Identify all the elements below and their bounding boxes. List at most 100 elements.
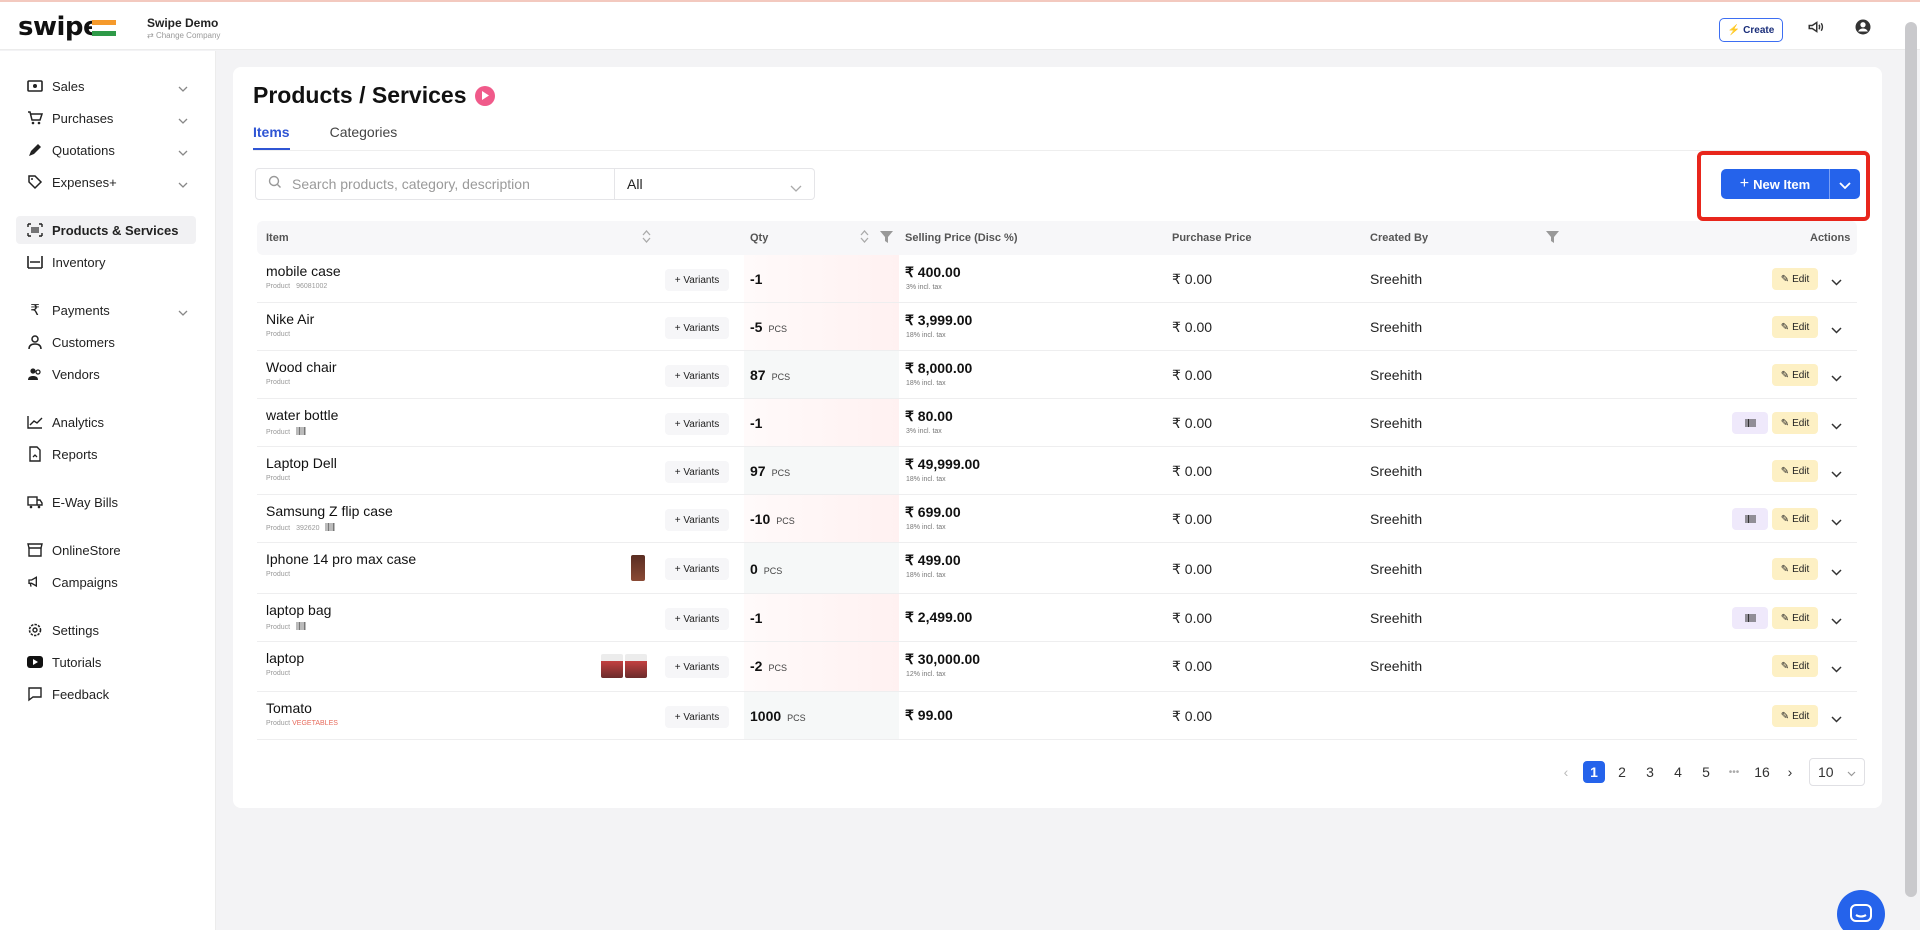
edit-button[interactable]: ✎ Edit (1772, 607, 1818, 629)
add-variants-button[interactable]: + Variants (665, 608, 729, 630)
edit-button[interactable]: ✎ Edit (1772, 508, 1818, 530)
profile-icon[interactable] (1852, 16, 1874, 38)
table-row[interactable]: Nike Air Product + Variants -5 PCS ₹ 3,99… (257, 303, 1857, 351)
page-4[interactable]: 4 (1674, 764, 1682, 780)
sidebar-item-sales[interactable]: Sales (16, 72, 196, 100)
add-variants-button[interactable]: + Variants (665, 558, 729, 580)
sidebar-item-eway-bills[interactable]: E-Way Bills (16, 488, 196, 516)
item-name[interactable]: Samsung Z flip case (266, 503, 393, 519)
barcode-button[interactable] (1732, 412, 1768, 434)
row-expand-chevron-icon[interactable] (1831, 513, 1842, 531)
page-last[interactable]: 16 (1754, 764, 1770, 780)
item-name[interactable]: water bottle (266, 407, 339, 423)
sidebar-item-feedback[interactable]: Feedback (16, 680, 196, 708)
table-row[interactable]: Samsung Z flip case Product 392620 + Vari… (257, 495, 1857, 543)
tab-categories[interactable]: Categories (329, 124, 398, 140)
edit-button[interactable]: ✎ Edit (1772, 705, 1818, 727)
header-created-by[interactable]: Created By (1370, 232, 1429, 244)
sidebar-item-purchases[interactable]: Purchases (16, 104, 196, 132)
table-row[interactable]: Iphone 14 pro max case Product + Variant… (257, 543, 1857, 594)
header-purchase-price[interactable]: Purchase Price (1172, 232, 1252, 244)
sidebar-item-payments[interactable]: ₹ Payments (16, 296, 196, 324)
page-ellipsis[interactable]: ••• (1728, 766, 1740, 778)
row-expand-chevron-icon[interactable] (1831, 612, 1842, 630)
add-variants-button[interactable]: + Variants (665, 413, 729, 435)
announcement-icon[interactable] (1805, 16, 1827, 38)
sidebar-item-campaigns[interactable]: Campaigns (16, 568, 196, 596)
header-item[interactable]: Item (266, 232, 289, 244)
row-expand-chevron-icon[interactable] (1831, 465, 1842, 483)
page-size-select[interactable]: 10 (1809, 758, 1865, 786)
product-thumbnails[interactable] (601, 654, 647, 680)
edit-button[interactable]: ✎ Edit (1772, 364, 1818, 386)
edit-button[interactable]: ✎ Edit (1772, 558, 1818, 580)
page-5[interactable]: 5 (1702, 764, 1710, 780)
company-name[interactable]: Swipe Demo (147, 16, 219, 30)
sidebar-item-products-services[interactable]: Products & Services (16, 216, 196, 244)
row-expand-chevron-icon[interactable] (1831, 710, 1842, 728)
tab-items[interactable]: Items (253, 124, 290, 150)
sidebar-item-quotations[interactable]: Quotations (16, 136, 196, 164)
item-name[interactable]: Tomato (266, 700, 312, 716)
play-video-icon[interactable] (474, 85, 495, 106)
item-name[interactable]: Wood chair (266, 359, 337, 375)
swipe-logo[interactable]: swipe (18, 12, 101, 42)
new-item-dropdown-button[interactable] (1830, 169, 1860, 199)
prev-page-icon[interactable]: ‹ (1563, 764, 1569, 780)
row-expand-chevron-icon[interactable] (1831, 563, 1842, 581)
add-variants-button[interactable]: + Variants (665, 269, 729, 291)
table-row[interactable]: laptop bag Product + Variants -1 ₹ 2,499… (257, 594, 1857, 642)
sidebar-item-reports[interactable]: Reports (16, 440, 196, 468)
row-expand-chevron-icon[interactable] (1831, 417, 1842, 435)
row-expand-chevron-icon[interactable] (1831, 660, 1842, 678)
item-name[interactable]: Iphone 14 pro max case (266, 551, 417, 567)
scrollbar[interactable] (1905, 22, 1917, 897)
barcode-button[interactable] (1732, 607, 1768, 629)
row-expand-chevron-icon[interactable] (1831, 369, 1842, 387)
item-name[interactable]: Laptop Dell (266, 455, 337, 471)
sort-icon[interactable] (642, 230, 651, 246)
sidebar-item-vendors[interactable]: Vendors (16, 360, 196, 388)
new-item-button[interactable]: + New Item (1721, 169, 1830, 199)
edit-button[interactable]: ✎ Edit (1772, 460, 1818, 482)
table-row[interactable]: water bottle Product + Variants -1 ₹ 80.… (257, 399, 1857, 447)
add-variants-button[interactable]: + Variants (665, 656, 729, 678)
page-2[interactable]: 2 (1618, 764, 1626, 780)
edit-button[interactable]: ✎ Edit (1772, 412, 1818, 434)
add-variants-button[interactable]: + Variants (665, 317, 729, 339)
page-1[interactable]: 1 (1583, 761, 1605, 783)
filter-icon[interactable] (880, 231, 893, 246)
sidebar-item-settings[interactable]: Settings (16, 616, 196, 644)
category-filter-select[interactable]: All (615, 168, 815, 200)
edit-button[interactable]: ✎ Edit (1772, 268, 1818, 290)
edit-button[interactable]: ✎ Edit (1772, 655, 1818, 677)
page-3[interactable]: 3 (1646, 764, 1654, 780)
table-row[interactable]: laptop Product + Variants -2 PCS ₹ 30,000… (257, 642, 1857, 692)
table-row[interactable]: Laptop Dell Product + Variants 97 PCS ₹ 4… (257, 447, 1857, 495)
row-expand-chevron-icon[interactable] (1831, 321, 1842, 339)
sidebar-item-expenses[interactable]: Expenses+ (16, 168, 196, 196)
sidebar-item-onlinestore[interactable]: OnlineStore (16, 536, 196, 564)
sidebar-item-analytics[interactable]: Analytics (16, 408, 196, 436)
item-name[interactable]: laptop bag (266, 602, 332, 618)
add-variants-button[interactable]: + Variants (665, 706, 729, 728)
create-button[interactable]: ⚡ Create (1719, 18, 1783, 42)
chat-support-button[interactable] (1837, 890, 1885, 930)
header-qty[interactable]: Qty (750, 232, 769, 244)
filter-icon[interactable] (1546, 231, 1559, 246)
search-input[interactable] (292, 176, 592, 192)
change-company-link[interactable]: ⇄ Change Company (147, 31, 221, 40)
next-page-icon[interactable]: › (1787, 764, 1793, 780)
row-expand-chevron-icon[interactable] (1831, 273, 1842, 291)
sidebar-item-tutorials[interactable]: Tutorials (16, 648, 196, 676)
sidebar-item-customers[interactable]: Customers (16, 328, 196, 356)
add-variants-button[interactable]: + Variants (665, 365, 729, 387)
table-row[interactable]: Wood chair Product + Variants 87 PCS ₹ 8,… (257, 351, 1857, 399)
sort-icon[interactable] (860, 230, 869, 246)
edit-button[interactable]: ✎ Edit (1772, 316, 1818, 338)
item-name[interactable]: mobile case (266, 263, 341, 279)
sidebar-item-inventory[interactable]: Inventory (16, 248, 196, 276)
add-variants-button[interactable]: + Variants (665, 461, 729, 483)
table-row[interactable]: mobile case Product 96081002 + Variants -… (257, 255, 1857, 303)
item-name[interactable]: laptop (266, 650, 305, 666)
